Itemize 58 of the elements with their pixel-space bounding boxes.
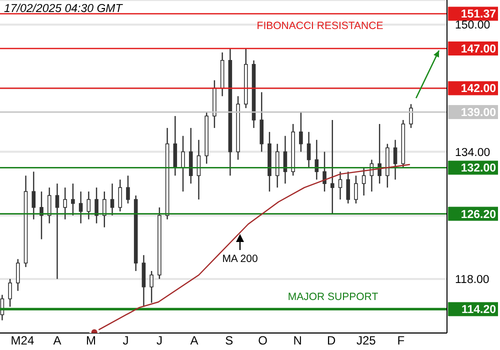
ref-line-label: 132.00: [460, 162, 496, 175]
x-tick-label: A: [53, 334, 62, 348]
candlestick: [299, 111, 303, 152]
candlestick: [110, 182, 114, 216]
candlestick: [55, 182, 60, 280]
candlestick: [409, 104, 413, 129]
candlestick: [346, 171, 350, 204]
annotation: MA 200: [222, 253, 258, 265]
ref-line-label: 139.00: [460, 107, 496, 120]
candlestick: [362, 167, 366, 196]
ref-line-label: 114.20: [461, 304, 496, 316]
x-tick-label: J: [122, 334, 129, 348]
x-tick-label: F: [397, 334, 405, 348]
candlestick: [47, 186, 52, 224]
x-tick-label: O: [258, 334, 268, 348]
candlestick: [275, 143, 280, 188]
candlestick: [71, 182, 75, 216]
x-tick-label: S: [225, 334, 234, 348]
candlestick: [330, 119, 334, 214]
x-tick-label: D: [326, 334, 336, 348]
candlestick: [102, 190, 106, 228]
x-tick-label: M: [86, 334, 96, 348]
x-tick-label: J25: [356, 334, 376, 348]
ref-line-label: 142.00: [460, 83, 496, 96]
candlestick: [338, 171, 342, 200]
candlestick: [63, 186, 67, 220]
annotation: FIBONACCI RESISTANCE: [256, 20, 384, 32]
candlestick: [118, 179, 122, 212]
candlestick: [188, 127, 193, 184]
ref-line-label: 147.00: [460, 43, 496, 56]
y-tick-label: 118.00: [455, 274, 490, 286]
x-tick-label: M24: [10, 334, 34, 348]
candlestick: [32, 171, 36, 220]
candlestick: [306, 131, 311, 168]
candlestick: [260, 92, 264, 152]
candlestick: [16, 258, 20, 292]
candlestick: [94, 186, 98, 224]
candlestick: [173, 115, 178, 176]
candlestick: [8, 278, 12, 308]
candlestick: [322, 151, 326, 192]
candlestick: [150, 270, 154, 304]
candlestick: [86, 190, 91, 220]
candlestick: [78, 190, 83, 224]
ref-line-label: 126.20: [460, 208, 496, 221]
y-tick-label: 150.00: [455, 20, 490, 32]
candlestick: [181, 135, 185, 192]
x-tick-label: A: [190, 334, 198, 348]
x-tick-label: N: [293, 334, 302, 348]
x-tick-label: J: [156, 334, 162, 348]
candlestick: [126, 175, 130, 204]
chart-title: 17/02/2025 04:30 GMT: [4, 3, 124, 15]
candlestick: [40, 190, 44, 240]
ref-line-label: 151.37: [460, 8, 496, 21]
candlestick: [142, 254, 146, 308]
candlestick: [354, 175, 358, 204]
candlestick: [393, 139, 398, 180]
y-tick-label: 134.00: [455, 146, 490, 159]
annotation: MAJOR SUPPORT: [288, 291, 379, 303]
